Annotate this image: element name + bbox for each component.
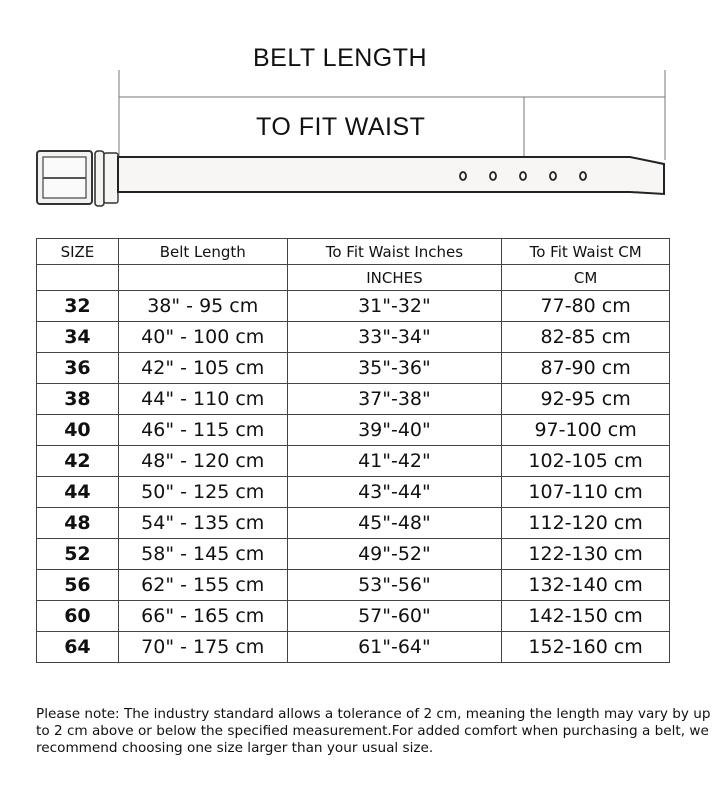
- size-cell: 34: [36, 321, 119, 353]
- table-row: 32 38" - 95 cm 31"-32" 77-80 cm: [36, 290, 670, 322]
- waist-inches-cell: 39"-40": [286, 414, 503, 446]
- waist-cm-cell: 82-85 cm: [501, 321, 670, 353]
- waist-inches-cell: 37"-38": [286, 383, 503, 415]
- size-chart-table: SIZE Belt Length To Fit Waist Inches To …: [36, 238, 670, 663]
- subheader-cm: CM: [501, 264, 670, 291]
- size-cell: 56: [36, 569, 119, 601]
- belt-length-cell: 44" - 110 cm: [117, 383, 288, 415]
- size-cell: 38: [36, 383, 119, 415]
- belt-hole: [489, 171, 497, 181]
- size-cell: 48: [36, 507, 119, 539]
- size-cell: 40: [36, 414, 119, 446]
- subheader-inches: INCHES: [286, 264, 503, 291]
- belt-length-cell: 70" - 175 cm: [117, 631, 288, 663]
- waist-inches-cell: 41"-42": [286, 445, 503, 477]
- size-cell: 44: [36, 476, 119, 508]
- waist-cm-cell: 142-150 cm: [501, 600, 670, 632]
- table-row: 34 40" - 100 cm 33"-34" 82-85 cm: [36, 321, 670, 353]
- subheader-size: [36, 264, 119, 291]
- size-cell: 52: [36, 538, 119, 570]
- belt-diagram: [36, 70, 666, 207]
- belt-length-cell: 54" - 135 cm: [117, 507, 288, 539]
- waist-cm-cell: 122-130 cm: [501, 538, 670, 570]
- waist-cm-cell: 77-80 cm: [501, 290, 670, 322]
- waist-inches-cell: 35"-36": [286, 352, 503, 384]
- belt-length-cell: 46" - 115 cm: [117, 414, 288, 446]
- waist-cm-cell: 92-95 cm: [501, 383, 670, 415]
- table-row: 60 66" - 165 cm 57"-60" 142-150 cm: [36, 600, 670, 632]
- table-row: 42 48" - 120 cm 41"-42" 102-105 cm: [36, 445, 670, 477]
- table-row: 40 46" - 115 cm 39"-40" 97-100 cm: [36, 414, 670, 446]
- belt-length-cell: 50" - 125 cm: [117, 476, 288, 508]
- belt-length-cell: 66" - 165 cm: [117, 600, 288, 632]
- waist-cm-cell: 152-160 cm: [501, 631, 670, 663]
- belt-length-cell: 42" - 105 cm: [117, 352, 288, 384]
- waist-cm-cell: 132-140 cm: [501, 569, 670, 601]
- size-cell: 42: [36, 445, 119, 477]
- waist-inches-cell: 49"-52": [286, 538, 503, 570]
- header-waist-inches: To Fit Waist Inches: [286, 238, 503, 265]
- size-cell: 36: [36, 352, 119, 384]
- belt-strap: [117, 156, 665, 196]
- waist-inches-cell: 31"-32": [286, 290, 503, 322]
- header-belt-length: Belt Length: [117, 238, 288, 265]
- belt-loop: [94, 150, 105, 207]
- belt-hole: [549, 171, 557, 181]
- belt-holes: [459, 171, 587, 181]
- waist-cm-cell: 102-105 cm: [501, 445, 670, 477]
- belt-length-label: BELT LENGTH: [253, 44, 428, 72]
- table-subheader-row: INCHES CM: [36, 264, 670, 291]
- waist-cm-cell: 97-100 cm: [501, 414, 670, 446]
- table-row: 48 54" - 135 cm 45"-48" 112-120 cm: [36, 507, 670, 539]
- header-size: SIZE: [36, 238, 119, 265]
- waist-cm-cell: 87-90 cm: [501, 352, 670, 384]
- waist-cm-cell: 107-110 cm: [501, 476, 670, 508]
- belt-length-cell: 58" - 145 cm: [117, 538, 288, 570]
- waist-inches-cell: 33"-34": [286, 321, 503, 353]
- belt-length-cell: 38" - 95 cm: [117, 290, 288, 322]
- table-row: 64 70" - 175 cm 61"-64" 152-160 cm: [36, 631, 670, 663]
- size-cell: 60: [36, 600, 119, 632]
- table-row: 44 50" - 125 cm 43"-44" 107-110 cm: [36, 476, 670, 508]
- belt-length-cell: 62" - 155 cm: [117, 569, 288, 601]
- table-header-row: SIZE Belt Length To Fit Waist Inches To …: [36, 238, 670, 265]
- size-cell: 64: [36, 631, 119, 663]
- table-row: 38 44" - 110 cm 37"-38" 92-95 cm: [36, 383, 670, 415]
- belt-length-cell: 48" - 120 cm: [117, 445, 288, 477]
- waist-cm-cell: 112-120 cm: [501, 507, 670, 539]
- belt-length-cell: 40" - 100 cm: [117, 321, 288, 353]
- belt-icon: [36, 150, 665, 207]
- table-row: 36 42" - 105 cm 35"-36" 87-90 cm: [36, 352, 670, 384]
- header-waist-cm: To Fit Waist CM: [501, 238, 670, 265]
- table-row: 56 62" - 155 cm 53"-56" 132-140 cm: [36, 569, 670, 601]
- waist-inches-cell: 53"-56": [286, 569, 503, 601]
- tolerance-note: Please note: The industry standard allow…: [36, 706, 711, 756]
- belt-hole: [519, 171, 527, 181]
- waist-inches-cell: 57"-60": [286, 600, 503, 632]
- table-row: 52 58" - 145 cm 49"-52" 122-130 cm: [36, 538, 670, 570]
- waist-inches-cell: 61"-64": [286, 631, 503, 663]
- size-cell: 32: [36, 290, 119, 322]
- belt-hole: [459, 171, 467, 181]
- belt-hole: [579, 171, 587, 181]
- waist-inches-cell: 43"-44": [286, 476, 503, 508]
- subheader-belt-length: [117, 264, 288, 291]
- to-fit-waist-label: TO FIT WAIST: [256, 113, 426, 141]
- waist-inches-cell: 45"-48": [286, 507, 503, 539]
